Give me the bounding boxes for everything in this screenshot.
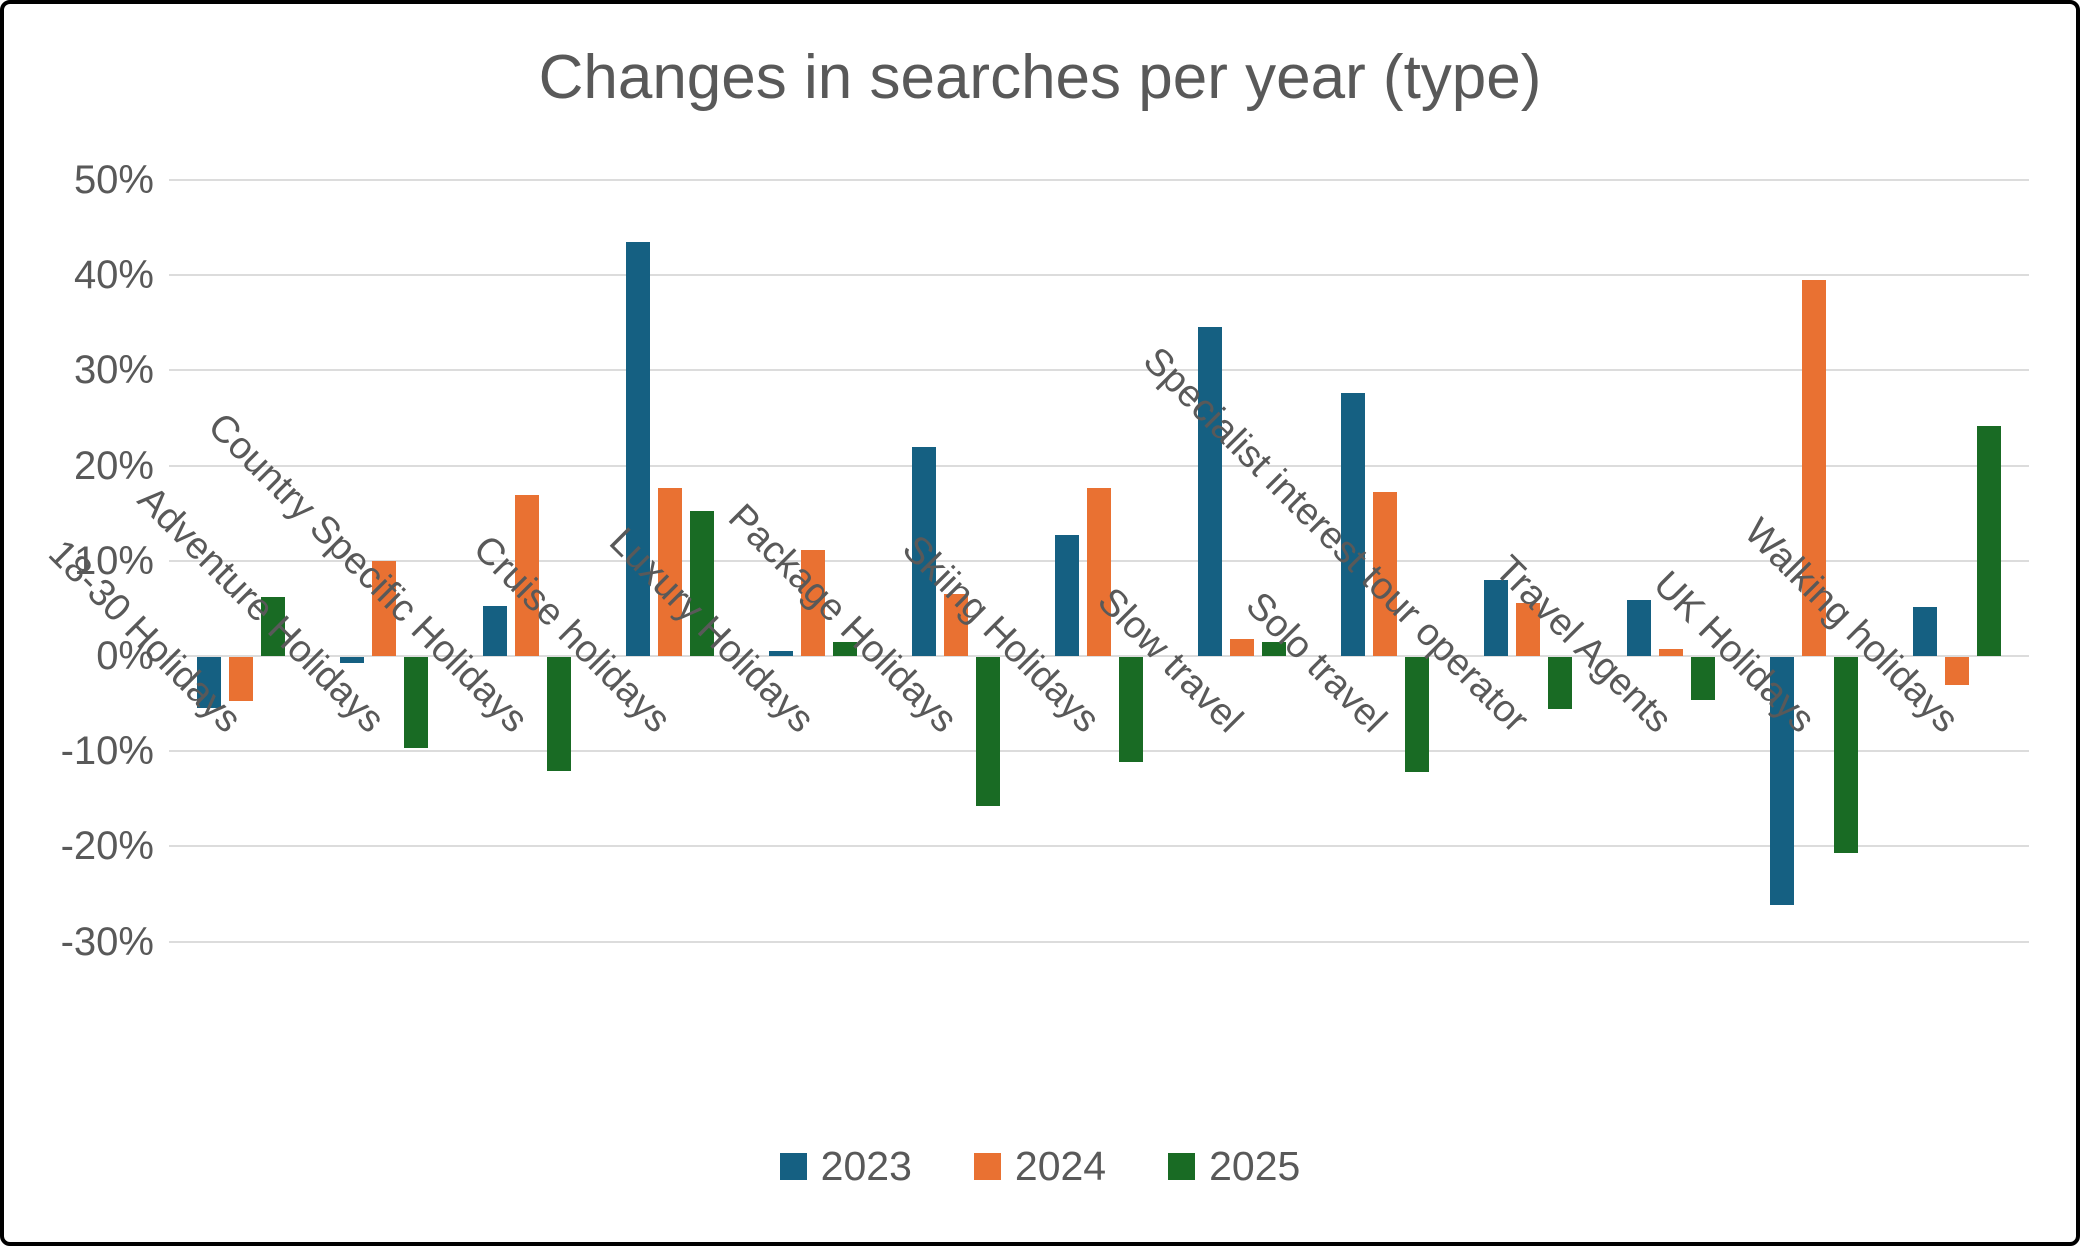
bar-2023-package-holidays [911,446,936,656]
bar-2024-skiing-holidays [1087,488,1111,656]
gridline-0 [169,655,2029,657]
y-axis-label: -20% [60,824,154,869]
bar-2023-luxury-holidays [768,651,793,656]
legend-swatch-icon [1168,1153,1196,1180]
y-axis-label: 40% [73,253,154,298]
bar-2024-solo-travel [1373,492,1398,656]
gridline-30 [169,369,2029,372]
y-axis-label: 30% [73,348,154,393]
bar-2025-travel-agents [1691,657,1716,700]
bar-2024-walking-holidays [1945,657,1970,685]
bar-2024-luxury-holidays [800,550,825,656]
x-axis-label: Adventure Holidays [129,478,393,741]
y-axis-label: 0% [96,634,154,678]
bar-2024-specialist-interest-tour-operator [1516,602,1541,656]
legend-label: 2023 [820,1143,912,1189]
gridline--10 [169,750,2029,753]
bar-2025-slow-travel [1262,641,1287,656]
y-axis-label: 50% [73,158,154,202]
bar-2025-solo-travel [1405,657,1430,773]
y-axis-label: -30% [60,919,154,964]
y-axis-label: 10% [73,538,154,583]
bar-2024-package-holidays [943,594,968,656]
legend-label: 2025 [1209,1143,1301,1189]
bar-2023-travel-agents [1627,599,1652,656]
legend-item-2024: 2024 [973,1143,1107,1189]
legend: 2023 2024 2025 [4,1146,2076,1187]
legend-swatch-icon [973,1153,1001,1180]
bar-2024-cruise-holidays [657,488,682,656]
bar-2023-adventure-holidays [339,657,364,663]
y-axis-label: 20% [73,443,154,488]
bar-2025-uk-holidays [1834,657,1859,854]
bar-2025-18-30-holidays [260,596,285,656]
gridline--30 [169,940,2029,943]
bar-2024-slow-travel [1230,638,1255,656]
bar-2023-18-30-holidays [196,657,221,709]
bar-2024-travel-agents [1659,649,1684,656]
bar-2023-uk-holidays [1770,657,1795,906]
y-axis-label: -10% [60,729,154,774]
gridline--20 [169,845,2029,848]
x-axis-label: Solo travel [1237,584,1394,741]
bar-2025-adventure-holidays [403,657,428,749]
bar-2023-solo-travel [1341,393,1366,656]
bar-2025-luxury-holidays [832,641,857,656]
bar-2025-skiing-holidays [1119,657,1143,762]
gridline-20 [169,464,2029,467]
legend-label: 2024 [1014,1143,1107,1189]
bar-2025-country-specific-holidays [546,657,571,772]
gridline-50 [169,179,2029,181]
bar-2024-uk-holidays [1802,279,1827,656]
x-axis-label: Slow travel [1089,579,1251,741]
bar-2024-country-specific-holidays [514,495,539,656]
bar-2023-skiing-holidays [1055,535,1079,656]
gridline-40 [169,274,2029,277]
legend-item-2023: 2023 [779,1143,912,1189]
bar-2023-slow-travel [1198,326,1223,656]
bar-2023-specialist-interest-tour-operator [1484,579,1509,656]
legend-swatch-icon [779,1153,807,1180]
bar-2025-package-holidays [975,657,1000,806]
bar-2023-walking-holidays [1913,607,1938,656]
bar-2025-specialist-interest-tour-operator [1548,657,1573,710]
legend-item-2025: 2025 [1168,1146,1300,1187]
bar-2024-18-30-holidays [228,657,253,701]
bar-2025-walking-holidays [1977,425,2002,656]
bar-2024-adventure-holidays [371,560,396,656]
bar-2025-cruise-holidays [689,511,714,656]
bar-2023-cruise-holidays [625,241,650,656]
chart-title: Changes in searches per year (type) [538,43,1542,112]
bar-2023-country-specific-holidays [482,605,507,656]
